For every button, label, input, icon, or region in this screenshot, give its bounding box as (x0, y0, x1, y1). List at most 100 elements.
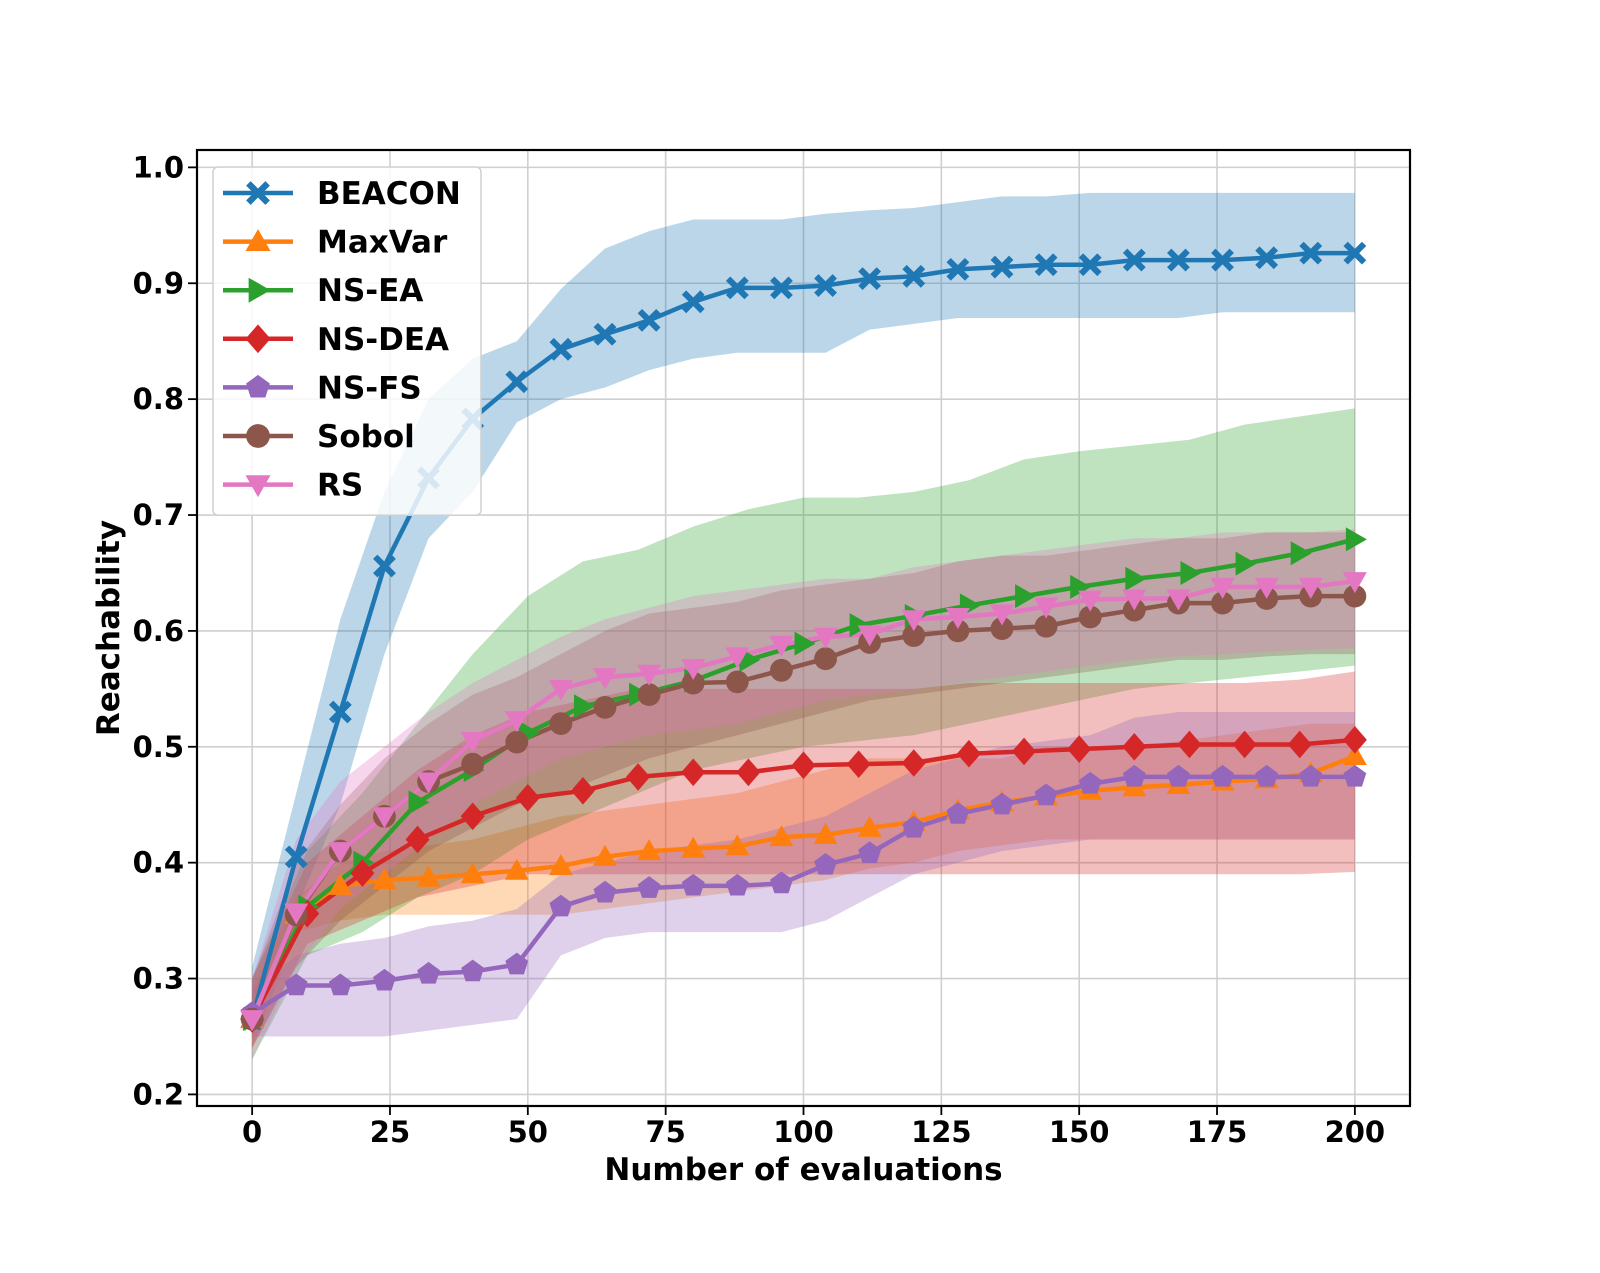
point-beacon (1078, 253, 1102, 277)
point-ns-fs (1255, 764, 1279, 787)
legend-label-beacon: BEACON (317, 176, 461, 212)
legend-marker-ns-dea (245, 324, 271, 354)
point-maxvar (416, 865, 441, 887)
point-beacon (593, 322, 617, 346)
point-ns-dea (956, 739, 981, 768)
point-rs (1210, 577, 1235, 599)
x-tick-label: 0 (242, 1115, 262, 1149)
point-ns-dea (570, 777, 595, 805)
point-rs (504, 711, 529, 733)
point-rs (1298, 577, 1323, 599)
point-ns-dea (1177, 730, 1202, 759)
point-ns-dea (901, 749, 926, 777)
point-maxvar (769, 825, 794, 847)
band-sobol (252, 532, 1355, 1049)
x-tick-label: 200 (1325, 1115, 1386, 1149)
point-ns-ea (1235, 551, 1257, 576)
band-beacon (252, 192, 1355, 1037)
point-ns-dea (846, 750, 871, 778)
point-beacon (770, 276, 793, 300)
point-rs (1078, 590, 1103, 612)
point-ns-fs (637, 876, 661, 898)
y-tick-label: 0.9 (133, 266, 184, 300)
y-tick-label: 0.6 (133, 614, 184, 648)
point-ns-ea (794, 631, 816, 656)
point-sobol (461, 752, 485, 776)
point-ns-dea (1287, 730, 1312, 759)
point-ns-dea (1342, 726, 1367, 754)
point-beacon (990, 255, 1014, 279)
point-sobol (549, 712, 573, 735)
point-ns-dea (736, 758, 761, 787)
point-maxvar (504, 858, 529, 880)
point-ns-dea (1122, 732, 1147, 761)
point-rs (725, 647, 750, 669)
point-sobol (1211, 591, 1234, 615)
y-axis-label: Reachability (91, 520, 127, 736)
axis-ticks: 0 25 50 75 100 125 150 175 200 0.2 0.3 0.4 0.5 0.6 0.7… (133, 150, 1386, 1149)
band-ns-dea (252, 671, 1355, 1049)
y-tick-label: 0.5 (133, 730, 184, 764)
band-maxvar (252, 723, 1355, 1049)
point-beacon (549, 337, 573, 361)
point-maxvar (460, 862, 485, 884)
point-ns-ea (408, 790, 430, 815)
x-tick-label: 125 (911, 1115, 972, 1149)
y-tick-label: 0.3 (133, 962, 184, 996)
point-beacon (902, 264, 926, 288)
point-rs (548, 679, 573, 701)
legend-label-ns-dea: NS-DEA (317, 322, 449, 358)
y-tick-label: 1.0 (133, 150, 184, 184)
point-rs (240, 1010, 265, 1032)
point-ns-fs (1211, 764, 1234, 787)
point-maxvar (1342, 744, 1367, 766)
point-ns-ea (1070, 574, 1092, 599)
point-rs (813, 627, 838, 649)
point-ns-fs (1122, 764, 1146, 787)
point-ns-dea (460, 802, 485, 831)
legend-marker-sobol (246, 424, 270, 448)
x-tick-label: 150 (1049, 1115, 1110, 1149)
point-sobol (505, 730, 529, 754)
point-sobol (946, 619, 970, 643)
point-rs (769, 635, 794, 657)
point-ns-fs (858, 841, 882, 864)
x-tick-label: 50 (508, 1115, 548, 1149)
legend-box (212, 166, 482, 516)
point-beacon (1034, 253, 1058, 277)
point-rs (1166, 589, 1191, 611)
point-ns-fs (1167, 764, 1190, 787)
point-rs (593, 668, 618, 690)
point-rs (1034, 597, 1059, 619)
point-maxvar (372, 868, 397, 890)
point-rs (637, 664, 662, 686)
point-rs (460, 731, 485, 753)
point-ns-fs (946, 801, 970, 824)
x-tick-label: 75 (645, 1115, 685, 1149)
point-maxvar (681, 836, 706, 858)
legend-marker-ns-ea (248, 277, 271, 303)
point-sobol (902, 624, 926, 647)
point-beacon (637, 308, 661, 332)
point-sobol (990, 617, 1014, 640)
point-ns-ea (1180, 560, 1202, 585)
point-ns-dea (1012, 737, 1037, 766)
point-ns-fs (814, 852, 837, 875)
legend-marker-beacon (246, 181, 270, 205)
legend-label-ns-fs: NS-FS (317, 370, 422, 406)
point-rs (372, 807, 397, 829)
point-beacon (505, 370, 529, 394)
point-maxvar (548, 854, 573, 876)
point-ns-dea (626, 763, 651, 791)
point-beacon (681, 290, 705, 314)
legend-label-sobol: Sobol (317, 419, 415, 455)
point-rs (328, 842, 353, 864)
point-ns-fs (1299, 764, 1323, 787)
point-ns-ea (1015, 584, 1037, 609)
point-sobol (1078, 605, 1102, 629)
point-ns-ea (1345, 527, 1367, 552)
point-beacon (1167, 248, 1190, 272)
y-tick-label: 0.7 (133, 498, 184, 532)
point-maxvar (725, 834, 750, 856)
